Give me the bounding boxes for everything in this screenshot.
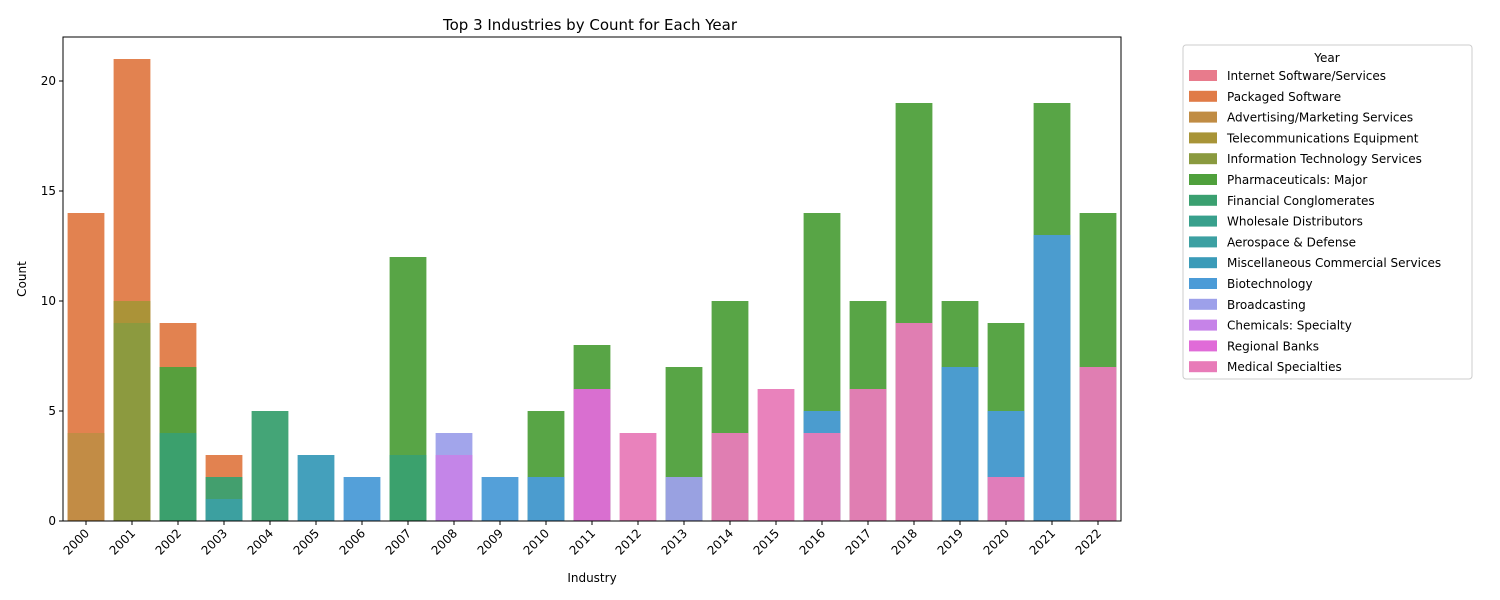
bar-2020-medical-specialties	[987, 477, 1025, 521]
legend-swatch	[1189, 298, 1217, 310]
legend-label: Broadcasting	[1227, 298, 1306, 312]
legend-label: Packaged Software	[1227, 90, 1341, 104]
y-tick-label: 10	[41, 294, 56, 308]
bar-2007-financial-conglomerates	[389, 455, 427, 521]
legend-swatch	[1189, 111, 1217, 123]
bar-2014-medical-specialties	[711, 433, 749, 521]
bar-2011-regional-banks	[573, 389, 611, 521]
x-tick-label: 2000	[61, 526, 92, 557]
x-tick-label: 2003	[199, 526, 230, 557]
y-tick-label: 0	[48, 514, 56, 528]
x-tick-label: 2007	[383, 526, 414, 557]
x-tick-label: 2022	[1073, 526, 1104, 557]
bar-2001-information-technology-services	[113, 323, 151, 521]
legend-label: Biotechnology	[1227, 277, 1313, 291]
y-axis-label: Count	[15, 261, 29, 297]
bar-2009-biotechnology	[481, 477, 519, 521]
legend-label: Chemicals: Specialty	[1227, 319, 1352, 333]
bar-2006-biotechnology	[343, 477, 381, 521]
x-tick-label: 2018	[889, 526, 920, 557]
chart-title: Top 3 Industries by Count for Each Year	[442, 16, 738, 34]
x-tick-label: 2017	[843, 526, 874, 557]
bar-2002-financial-conglomerates	[159, 433, 197, 521]
bar-2013-broadcasting	[665, 477, 703, 521]
x-tick-label: 2011	[567, 526, 598, 557]
x-tick-label: 2020	[981, 526, 1012, 557]
legend-label: Aerospace & Defense	[1227, 235, 1356, 249]
x-tick-label: 2016	[797, 526, 828, 557]
x-axis: 2000 2001 2002 2003 2004 2005 2006 2007 2008 2009…	[61, 521, 1104, 558]
legend-label: Wholesale Distributors	[1227, 215, 1363, 229]
legend-label: Internet Software/Services	[1227, 69, 1386, 83]
bar-2015-medical-specialties	[757, 389, 795, 521]
legend-swatch	[1189, 132, 1217, 144]
legend-swatch	[1189, 340, 1217, 352]
legend-title: Year	[1313, 51, 1339, 65]
x-tick-label: 2012	[613, 526, 644, 557]
x-tick-label: 2009	[475, 526, 506, 557]
x-axis-label: Industry	[567, 571, 616, 585]
legend-label: Regional Banks	[1227, 339, 1319, 353]
bar-2008-chemicals-specialty	[435, 455, 473, 521]
y-axis: 0 5 10 15 20	[41, 74, 63, 528]
legend-swatch	[1189, 319, 1217, 331]
bar-2018-medical-specialties	[895, 323, 933, 521]
bar-2021-biotechnology	[1033, 235, 1071, 521]
legend-label: Medical Specialties	[1227, 360, 1342, 374]
bar-2004-financial-conglomerates	[251, 411, 289, 521]
bar-2016-medical-specialties	[803, 433, 841, 521]
legend-label: Pharmaceuticals: Major	[1227, 173, 1367, 187]
bar-2017-medical-specialties	[849, 389, 887, 521]
legend-swatch	[1189, 70, 1217, 81]
legend-items: Internet Software/Services Packaged Softw…	[1189, 69, 1441, 374]
legend-frame	[1182, 44, 1473, 380]
x-tick-label: 2013	[659, 526, 690, 557]
legend-label: Miscellaneous Commercial Services	[1227, 256, 1441, 270]
bars-group	[67, 59, 1117, 521]
x-tick-label: 2010	[521, 526, 552, 557]
legend-swatch	[1189, 278, 1217, 289]
y-tick-label: 15	[41, 184, 56, 198]
x-tick-label: 2002	[153, 526, 184, 557]
legend-swatch	[1189, 194, 1217, 206]
legend-swatch	[1189, 236, 1217, 248]
x-tick-label: 2019	[935, 526, 966, 557]
legend-swatch	[1189, 174, 1217, 185]
legend-swatch	[1189, 257, 1217, 269]
y-tick-label: 20	[41, 74, 56, 88]
legend-label: Financial Conglomerates	[1227, 194, 1375, 208]
bar-2019-biotechnology	[941, 367, 979, 521]
legend-swatch	[1189, 215, 1217, 227]
legend: Year Internet Software/Services Packaged …	[1182, 44, 1473, 380]
x-tick-label: 2021	[1027, 526, 1058, 557]
x-tick-label: 2001	[107, 526, 138, 557]
x-tick-label: 2014	[705, 526, 736, 557]
y-tick-label: 5	[48, 404, 56, 418]
bar-2012-medical-specialties	[619, 433, 657, 521]
x-tick-label: 2005	[291, 526, 322, 557]
x-tick-label: 2008	[429, 526, 460, 557]
x-tick-label: 2015	[751, 526, 782, 557]
legend-swatch	[1189, 153, 1217, 165]
legend-swatch	[1189, 90, 1217, 102]
bar-2003-aerospace-defense	[205, 499, 243, 521]
x-tick-label: 2004	[245, 526, 276, 557]
legend-label: Advertising/Marketing Services	[1227, 111, 1413, 125]
bar-2005-miscellaneous-commercial-services	[297, 455, 335, 521]
legend-swatch	[1189, 361, 1217, 373]
legend-label: Information Technology Services	[1227, 152, 1422, 166]
bar-2022-medical-specialties	[1079, 367, 1117, 521]
bar-2010-biotechnology	[527, 477, 565, 521]
bar-2000-advertising-marketing-services	[67, 433, 105, 521]
legend-label: Telecommunications Equipment	[1226, 131, 1419, 145]
x-tick-label: 2006	[337, 526, 368, 557]
